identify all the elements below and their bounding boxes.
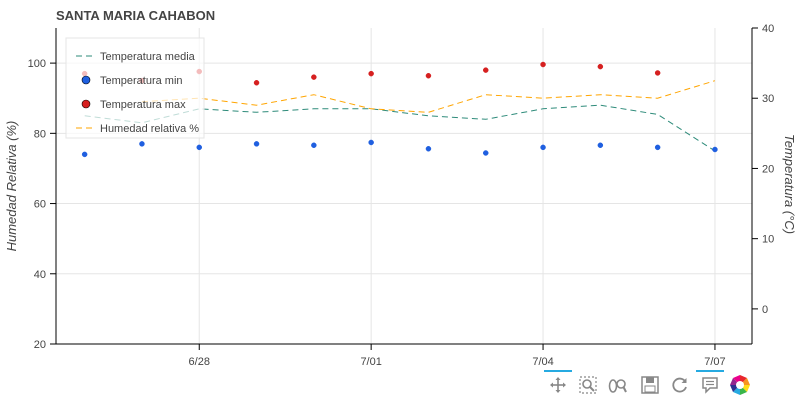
bokeh-logo-icon	[730, 375, 750, 395]
data-point-temperatura-max[interactable]	[311, 74, 317, 80]
y-left-tick-label: 80	[34, 128, 46, 140]
data-point-temperatura-max[interactable]	[597, 63, 604, 70]
hover-tool-icon	[702, 377, 718, 394]
reset-tool-button[interactable]	[666, 370, 694, 400]
data-point-temperatura-max[interactable]	[483, 67, 489, 73]
pan-tool-button[interactable]	[544, 370, 572, 400]
data-point-temperatura-min[interactable]	[368, 139, 374, 146]
axes: 20 40 60 80 100 0 10 20 30 40 6/28 7/01 7/04 7/07	[28, 23, 775, 368]
legend-glyph-temperatura-min	[81, 75, 91, 85]
hover-tool-button[interactable]	[696, 370, 724, 400]
x-tick-label: 6/28	[189, 356, 210, 368]
wheel-zoom-tool-button[interactable]	[604, 370, 632, 400]
y-right-tick-label: 30	[762, 93, 774, 105]
chart-title: SANTA MARIA CAHABON	[56, 8, 215, 23]
data-point-temperatura-min[interactable]	[81, 151, 88, 158]
data-point-temperatura-min[interactable]	[654, 144, 661, 151]
legend-glyph-temperatura-max	[81, 99, 91, 109]
data-point-temperatura-min[interactable]	[425, 146, 432, 152]
data-point-temperatura-min[interactable]	[483, 150, 489, 156]
data-point-temperatura-max[interactable]	[425, 73, 432, 79]
chart-toolbar	[540, 370, 756, 400]
reset-tool-icon	[672, 377, 687, 393]
x-tick-label: 7/01	[360, 356, 381, 368]
y-axis-right-label: Temperatura (°C)	[782, 134, 797, 234]
y-right-tick-label: 10	[762, 234, 774, 246]
data-point-temperatura-max[interactable]	[654, 70, 661, 76]
y-right-tick-label: 0	[762, 304, 768, 316]
data-point-temperatura-max[interactable]	[540, 61, 546, 68]
data-point-temperatura-min[interactable]	[253, 141, 260, 147]
data-point-temperatura-min[interactable]	[196, 144, 202, 151]
data-point-temperatura-min[interactable]	[712, 146, 718, 153]
data-point-temperatura-max[interactable]	[253, 80, 260, 86]
y-left-tick-label: 60	[34, 199, 46, 211]
bokeh-logo-button[interactable]	[726, 370, 754, 400]
x-tick-label: 7/07	[704, 356, 725, 368]
box-zoom-tool-icon	[579, 376, 597, 394]
pan-tool-icon	[550, 377, 566, 393]
box-zoom-tool-button[interactable]	[574, 370, 602, 400]
y-left-tick-label: 100	[28, 58, 46, 70]
legend-label-temperatura-media[interactable]: Temperatura media	[100, 51, 196, 63]
data-point-temperatura-min[interactable]	[540, 144, 546, 151]
y-right-tick-label: 20	[762, 163, 774, 175]
wheel-zoom-tool-icon	[608, 379, 627, 393]
plot-area[interactable]	[81, 61, 718, 158]
save-tool-button[interactable]	[636, 370, 664, 400]
y-right-tick-label: 40	[762, 23, 774, 35]
y-left-tick-label: 20	[34, 339, 46, 351]
legend-label-temperatura-max[interactable]: Temperatura max	[100, 99, 186, 111]
legend-label-temperatura-min[interactable]: Temperatura min	[100, 75, 183, 87]
data-point-temperatura-min[interactable]	[139, 141, 145, 147]
save-tool-icon	[641, 376, 659, 394]
series-line-humedad-relativa[interactable]	[141, 80, 716, 113]
x-tick-label: 7/04	[532, 356, 553, 368]
legend-box	[65, 37, 205, 139]
y-left-tick-label: 40	[34, 269, 46, 281]
y-axis-left-label: Humedad Relativa (%)	[4, 121, 19, 252]
legend-label-humedad-relativa[interactable]: Humedad relativa %	[100, 123, 199, 135]
data-point-temperatura-min[interactable]	[597, 142, 604, 149]
legend[interactable]: Temperatura media Temperatura min Temperat…	[65, 37, 205, 139]
data-point-temperatura-min[interactable]	[311, 142, 317, 149]
data-point-temperatura-max[interactable]	[368, 70, 374, 77]
